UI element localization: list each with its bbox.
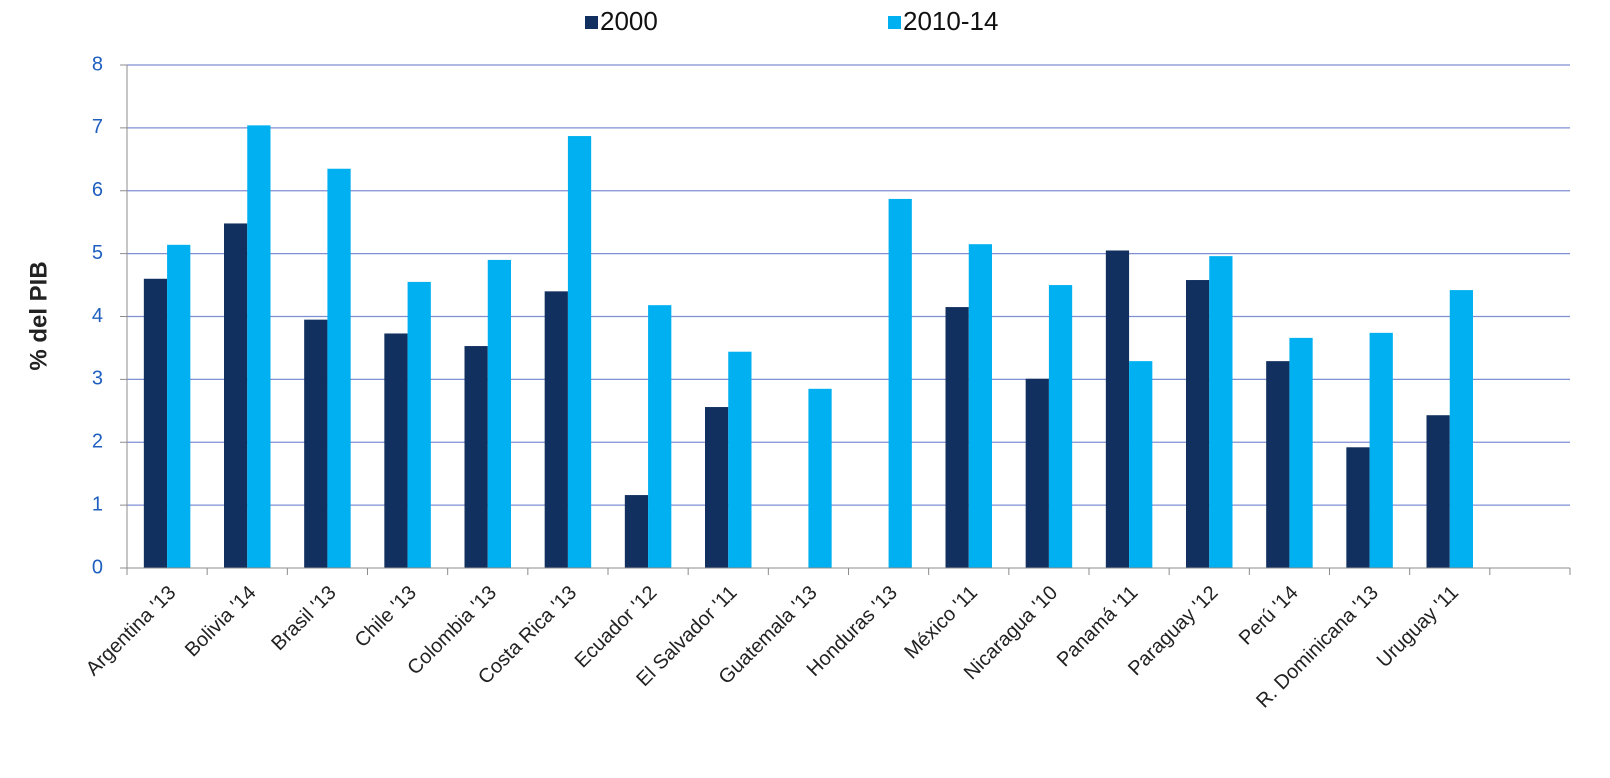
bar — [1129, 361, 1153, 568]
bar — [1186, 280, 1210, 568]
x-tick-label: Uruguay '11 — [1373, 582, 1463, 672]
bar — [888, 198, 912, 568]
x-tick-label: Chile '13 — [351, 582, 421, 652]
legend-label: 2010-14 — [903, 6, 998, 36]
y-tick-label: 8 — [92, 53, 103, 75]
bar — [1048, 285, 1073, 568]
legend-label: 2000 — [600, 6, 658, 36]
y-tick-label: 4 — [92, 305, 103, 327]
bar — [224, 223, 248, 568]
y-tick-label: 2 — [92, 431, 103, 453]
x-tick-label: Panamá '11 — [1053, 582, 1143, 672]
bar — [304, 319, 328, 568]
x-tick-label: Perú '14 — [1235, 582, 1303, 650]
bar — [1025, 378, 1049, 568]
bar — [1105, 250, 1130, 568]
y-tick-label: 5 — [92, 242, 103, 264]
x-tick-label: Argentina '13 — [82, 582, 180, 680]
bar — [1426, 415, 1450, 568]
bar — [167, 244, 191, 568]
bar — [705, 407, 729, 568]
bar — [407, 281, 431, 568]
x-tick-label: México '11 — [900, 582, 982, 664]
bar — [624, 495, 649, 568]
bar — [1289, 337, 1313, 568]
bar — [1346, 447, 1370, 568]
y-tick-label: 0 — [92, 556, 103, 578]
bar — [143, 278, 168, 568]
bar — [487, 259, 511, 568]
y-tick-label: 7 — [92, 116, 103, 138]
bar — [808, 388, 832, 568]
x-tick-label: Brasil '13 — [267, 582, 340, 655]
bar — [1369, 332, 1393, 568]
y-tick-label: 1 — [92, 493, 103, 515]
x-tick-label: Bolivia '14 — [181, 582, 261, 662]
bar — [1449, 290, 1473, 568]
bar — [567, 136, 592, 568]
bar — [247, 125, 271, 569]
bar — [464, 346, 488, 568]
bar — [1209, 256, 1233, 568]
bar — [327, 168, 351, 568]
y-tick-label: 6 — [92, 179, 103, 201]
bar — [968, 244, 992, 568]
bar — [544, 291, 568, 568]
bar — [728, 351, 752, 568]
legend-swatch — [585, 16, 598, 29]
bar — [1266, 361, 1290, 568]
bar — [384, 333, 408, 568]
legend-swatch — [888, 16, 901, 29]
y-axis-label: % del PIB — [25, 261, 52, 370]
y-tick-label: 3 — [92, 368, 103, 390]
bar — [945, 307, 969, 568]
bar — [648, 305, 672, 568]
